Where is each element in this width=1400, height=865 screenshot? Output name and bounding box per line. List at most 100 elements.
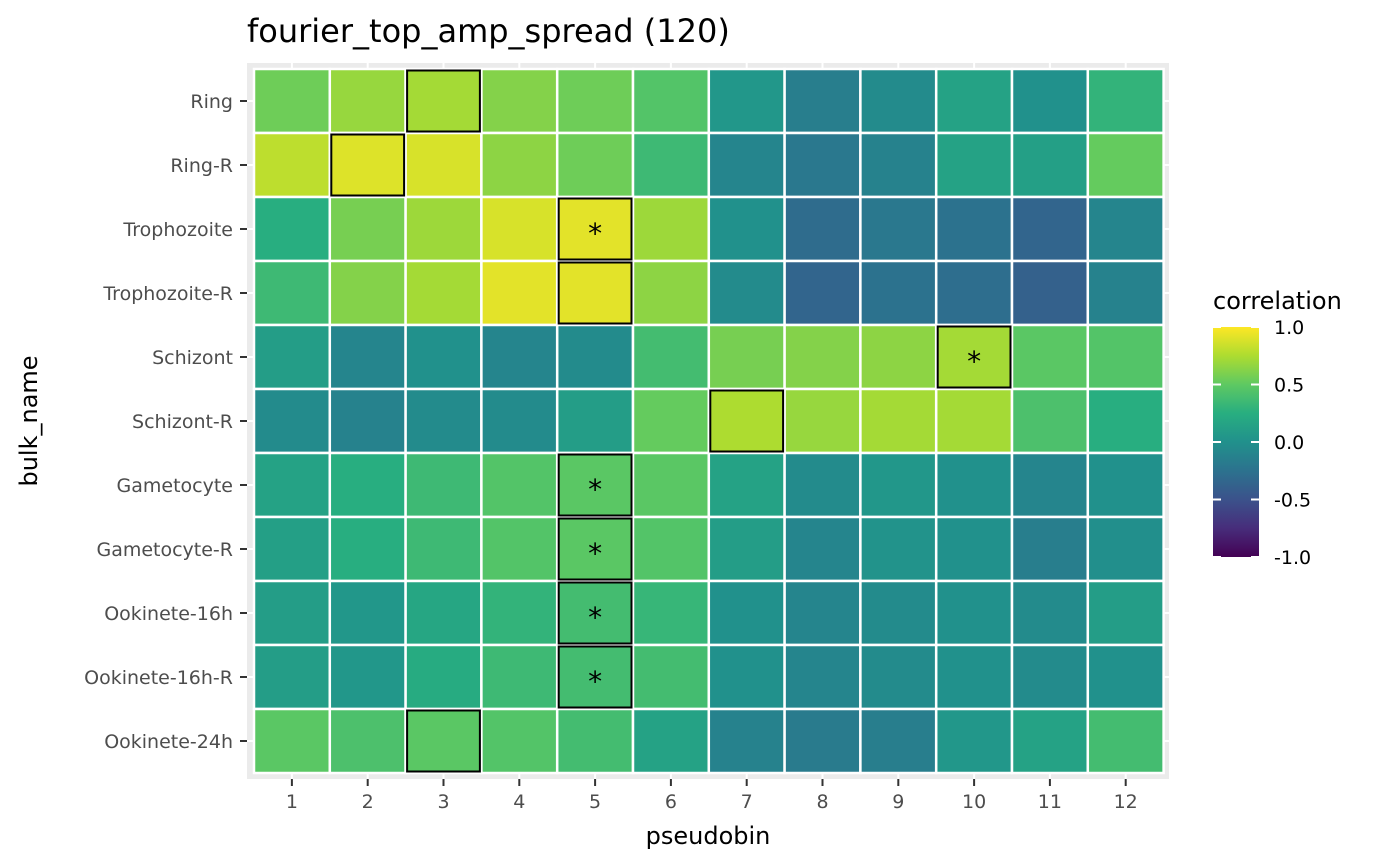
heatmap-cell bbox=[1010, 515, 1090, 583]
heatmap-cell bbox=[404, 451, 483, 519]
heatmap-cell bbox=[934, 387, 1014, 455]
heatmap-cell bbox=[252, 579, 332, 647]
x-tick-label: 8 bbox=[816, 791, 828, 813]
heatmap-cell bbox=[555, 259, 635, 327]
significance-star: * bbox=[588, 217, 602, 250]
heatmap-cell bbox=[1086, 515, 1165, 583]
legend-tick-label: 1.0 bbox=[1274, 317, 1304, 339]
highlighted-cell-border bbox=[406, 709, 481, 773]
heatmap-cell bbox=[328, 451, 407, 519]
heatmap-cell bbox=[707, 579, 786, 647]
heatmap-cell bbox=[934, 195, 1014, 263]
heatmap-cell bbox=[707, 643, 786, 711]
y-tick-label: Ring bbox=[190, 91, 233, 113]
heatmap-cell bbox=[859, 643, 938, 711]
heatmap-cell bbox=[480, 643, 559, 711]
heatmap-cell bbox=[555, 707, 635, 775]
heatmap-cell bbox=[480, 387, 559, 455]
highlighted-cell-border bbox=[557, 581, 633, 645]
heatmap-cell bbox=[1010, 643, 1090, 711]
highlighted-cell-border bbox=[557, 453, 633, 517]
y-tick-label: Gametocyte-R bbox=[96, 539, 233, 561]
y-tick-label: Schizont bbox=[152, 347, 233, 369]
heatmap-cell bbox=[1086, 259, 1165, 327]
x-tick-label: 9 bbox=[892, 791, 904, 813]
x-tick-label: 4 bbox=[513, 791, 525, 813]
heatmap-cell bbox=[783, 323, 862, 391]
heatmap-cell bbox=[1086, 67, 1165, 135]
heatmap-cell bbox=[252, 195, 332, 263]
heatmap-cell bbox=[480, 131, 559, 199]
heatmap-cell bbox=[252, 131, 332, 199]
x-tick-label: 2 bbox=[362, 791, 374, 813]
heatmap-cell bbox=[328, 707, 407, 775]
legend-tick-label: -1.0 bbox=[1274, 547, 1311, 569]
heatmap-cell bbox=[631, 515, 711, 583]
heatmap-cell bbox=[404, 259, 483, 327]
significance-star: * bbox=[588, 601, 602, 634]
heatmap-cell bbox=[859, 259, 938, 327]
x-tick-label: 3 bbox=[437, 791, 449, 813]
highlighted-cell-border bbox=[557, 645, 633, 709]
heatmap-cell bbox=[783, 451, 862, 519]
heatmap-cell bbox=[1086, 131, 1165, 199]
legend-title: correlation bbox=[1213, 287, 1342, 315]
heatmap-cell bbox=[328, 195, 407, 263]
heatmap-cell bbox=[252, 643, 332, 711]
highlighted-cell-border bbox=[709, 389, 785, 453]
heatmap-cell bbox=[1086, 387, 1165, 455]
heatmap-cell bbox=[859, 579, 938, 647]
heatmap-cell bbox=[707, 515, 786, 583]
heatmap-cell bbox=[328, 579, 407, 647]
highlighted-cell-border bbox=[406, 69, 481, 133]
heatmap-cell bbox=[1010, 195, 1090, 263]
heatmap-cell bbox=[631, 323, 711, 391]
heatmap-cell bbox=[1086, 579, 1165, 647]
heatmap-cell bbox=[1010, 259, 1090, 327]
highlight-borders bbox=[330, 69, 1012, 773]
x-tick-label: 7 bbox=[741, 791, 753, 813]
heatmap-cell bbox=[783, 579, 862, 647]
legend-tick-label: -0.5 bbox=[1274, 490, 1311, 512]
heatmap-cell bbox=[404, 67, 483, 135]
color-legend: correlation 1.0 0.5 0.0 -0.5 -1.0 bbox=[1213, 287, 1342, 569]
heatmap-cell bbox=[631, 259, 711, 327]
heatmap-cell bbox=[480, 259, 559, 327]
heatmap-cell bbox=[859, 387, 938, 455]
heatmap-cell bbox=[631, 67, 711, 135]
heatmap-cell bbox=[707, 323, 786, 391]
legend-tick-label: 0.5 bbox=[1274, 375, 1304, 397]
highlighted-cell-border bbox=[557, 197, 633, 261]
x-tick-label: 11 bbox=[1038, 791, 1062, 813]
heatmap-cell bbox=[1086, 643, 1165, 711]
heatmap-cell bbox=[783, 131, 862, 199]
heatmap-cell bbox=[1086, 707, 1165, 775]
heatmap-cell bbox=[783, 195, 862, 263]
heatmap-cell bbox=[328, 67, 407, 135]
heatmap-cell bbox=[404, 515, 483, 583]
heatmap-cell bbox=[252, 323, 332, 391]
significance-star: * bbox=[588, 537, 602, 570]
heatmap-cell bbox=[934, 515, 1014, 583]
y-tick-label: Ring-R bbox=[170, 155, 233, 177]
highlighted-cell-border bbox=[330, 133, 406, 197]
heatmap-cell bbox=[252, 707, 332, 775]
heatmap-cell bbox=[934, 67, 1014, 135]
x-tick-label: 12 bbox=[1114, 791, 1138, 813]
heatmap-cell bbox=[328, 131, 407, 199]
heatmap-cell bbox=[1010, 323, 1090, 391]
heatmap-cell bbox=[252, 451, 332, 519]
heatmap-cell bbox=[555, 323, 635, 391]
heatmap-cell bbox=[707, 707, 786, 775]
heatmap-cell bbox=[555, 515, 635, 583]
heatmap-cell bbox=[404, 131, 483, 199]
y-tick-label: Ookinete-16h-R bbox=[84, 667, 233, 689]
heatmap-cell bbox=[404, 643, 483, 711]
heatmap-cell bbox=[555, 131, 635, 199]
heatmap-cell bbox=[1086, 323, 1165, 391]
heatmap-cell bbox=[859, 323, 938, 391]
heatmap-cell bbox=[631, 707, 711, 775]
x-tick-label: 10 bbox=[962, 791, 986, 813]
heatmap-cell bbox=[859, 707, 938, 775]
